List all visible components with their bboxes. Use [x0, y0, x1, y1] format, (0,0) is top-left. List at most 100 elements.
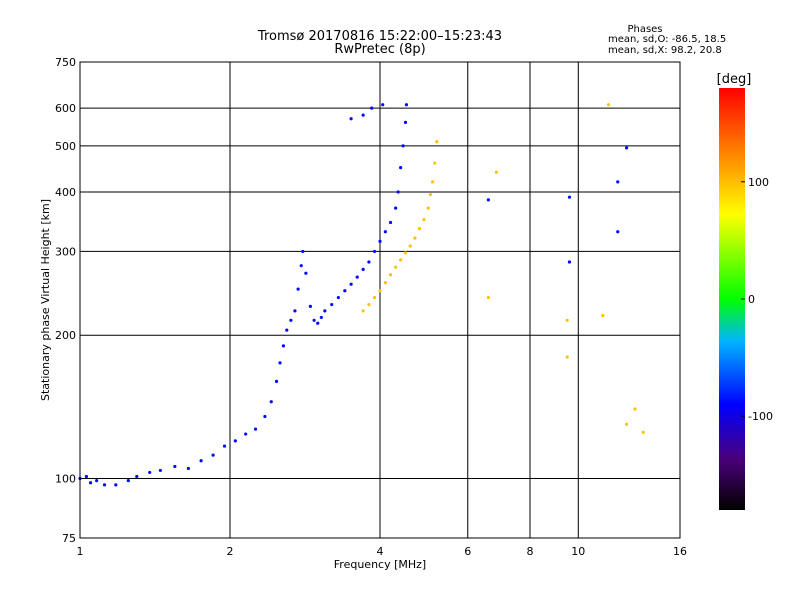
data-point-O: [304, 271, 308, 275]
data-point-O: [404, 103, 409, 107]
data-point-O: [274, 379, 279, 383]
data-point-X: [494, 170, 499, 174]
x-tick-label: 2: [227, 545, 234, 558]
y-tick-label: 750: [55, 56, 76, 69]
stats-x-mode: mean, sd,X: 98.2, 20.8: [608, 45, 722, 56]
x-tick-label: 6: [464, 545, 471, 558]
data-point-O: [253, 427, 258, 431]
x-tick-label: 16: [673, 545, 687, 558]
y-tick-label: 600: [55, 102, 76, 115]
data-point-X: [430, 180, 435, 184]
data-point-O: [343, 289, 347, 293]
data-point-O: [383, 230, 387, 234]
data-point-O: [278, 361, 282, 365]
y-tick-label: 200: [55, 329, 76, 342]
colorbar-tick-label: 100: [748, 176, 769, 189]
data-point-O: [88, 481, 93, 485]
data-point-O: [135, 474, 139, 479]
data-point-O: [114, 483, 118, 487]
data-point-X: [433, 161, 437, 165]
plot-area: 1 2 4 6 8 10 16 75 100 200 300 400 500 600 750: [55, 56, 687, 558]
x-tick-label: 1: [77, 545, 84, 558]
data-point-O: [399, 166, 403, 170]
data-point-X: [633, 407, 637, 411]
data-point-X: [403, 251, 408, 255]
data-point-X: [378, 289, 382, 293]
data-point-X: [361, 309, 365, 313]
chart-title: Tromsø 20170816 15:22:00–15:23:43: [257, 29, 502, 44]
data-point-O: [396, 190, 400, 194]
y-tick-label: 300: [55, 245, 76, 258]
data-point-O: [370, 106, 374, 110]
y-tick-label: 400: [55, 186, 76, 199]
data-point-X: [486, 295, 490, 300]
data-point-O: [367, 260, 371, 264]
data-point-O: [486, 198, 490, 202]
data-point-X: [624, 422, 629, 426]
x-axis-ticks: 1 2 4 6 8 10 16: [77, 545, 688, 558]
data-point-O: [624, 146, 629, 150]
data-point-O: [316, 321, 320, 325]
data-point-O: [394, 206, 398, 210]
data-point-O: [296, 287, 300, 291]
x-tick-label: 8: [527, 545, 534, 558]
colorbar-label: [deg]: [717, 72, 752, 87]
data-point-O: [269, 400, 273, 404]
data-point-O: [381, 103, 385, 107]
data-point-O: [211, 453, 215, 457]
data-point-O: [567, 195, 572, 199]
data-point-X: [435, 140, 439, 144]
data-point-O: [355, 275, 359, 279]
data-point-O: [378, 239, 382, 243]
data-point-X: [372, 295, 377, 300]
data-point-O: [361, 267, 365, 272]
data-point-O: [186, 466, 190, 471]
data-point-O: [323, 309, 327, 313]
data-point-X: [641, 430, 645, 434]
data-point-O: [84, 474, 88, 479]
data-point-X: [408, 244, 412, 248]
colorbar-tick-label: 0: [748, 293, 755, 306]
data-point-O: [330, 302, 334, 307]
data-point-O: [289, 318, 293, 322]
data-point-X: [565, 355, 569, 359]
grid-lines: [80, 62, 680, 538]
x-tick-label: 10: [571, 545, 585, 558]
stats-heading: Phases: [627, 24, 662, 35]
data-point-O: [199, 459, 203, 463]
data-point-X: [426, 206, 430, 210]
data-point-O: [388, 220, 393, 225]
data-point-O: [312, 318, 316, 322]
data-point-O: [319, 315, 323, 320]
colorbar-tick-label: -100: [748, 410, 773, 423]
chart-subtitle: RwPretec (8p): [334, 42, 425, 57]
data-point-X: [394, 265, 398, 269]
data-point-X: [383, 280, 387, 285]
data-point-O: [299, 264, 303, 268]
data-point-O: [222, 444, 227, 448]
data-point-O: [148, 470, 152, 475]
x-axis-label: Frequency [MHz]: [334, 558, 426, 571]
data-point-O: [102, 483, 107, 487]
data-point-O: [567, 260, 572, 264]
data-point-O: [349, 117, 353, 121]
colorbar-ticks: 100 0 -100: [741, 176, 773, 423]
data-point-O: [401, 144, 405, 148]
data-point-O: [173, 464, 177, 469]
data-point-O: [403, 120, 408, 124]
data-point-O: [301, 249, 305, 254]
data-point-O: [616, 230, 620, 234]
data-point-O: [361, 113, 365, 117]
data-point-X: [422, 217, 426, 222]
data-point-O: [233, 439, 237, 443]
x-tick-label: 4: [377, 545, 384, 558]
data-point-X: [399, 258, 403, 262]
y-axis-label: Stationary phase Virtual Height [km]: [39, 199, 52, 401]
data-point-O: [281, 344, 286, 348]
plot-frame: [79, 61, 681, 539]
stats-o-mode: mean, sd,O: -86.5, 18.5: [608, 34, 726, 45]
colorbar-gradient: [719, 88, 745, 510]
data-point-O: [285, 328, 289, 332]
data-point-O: [349, 282, 353, 286]
